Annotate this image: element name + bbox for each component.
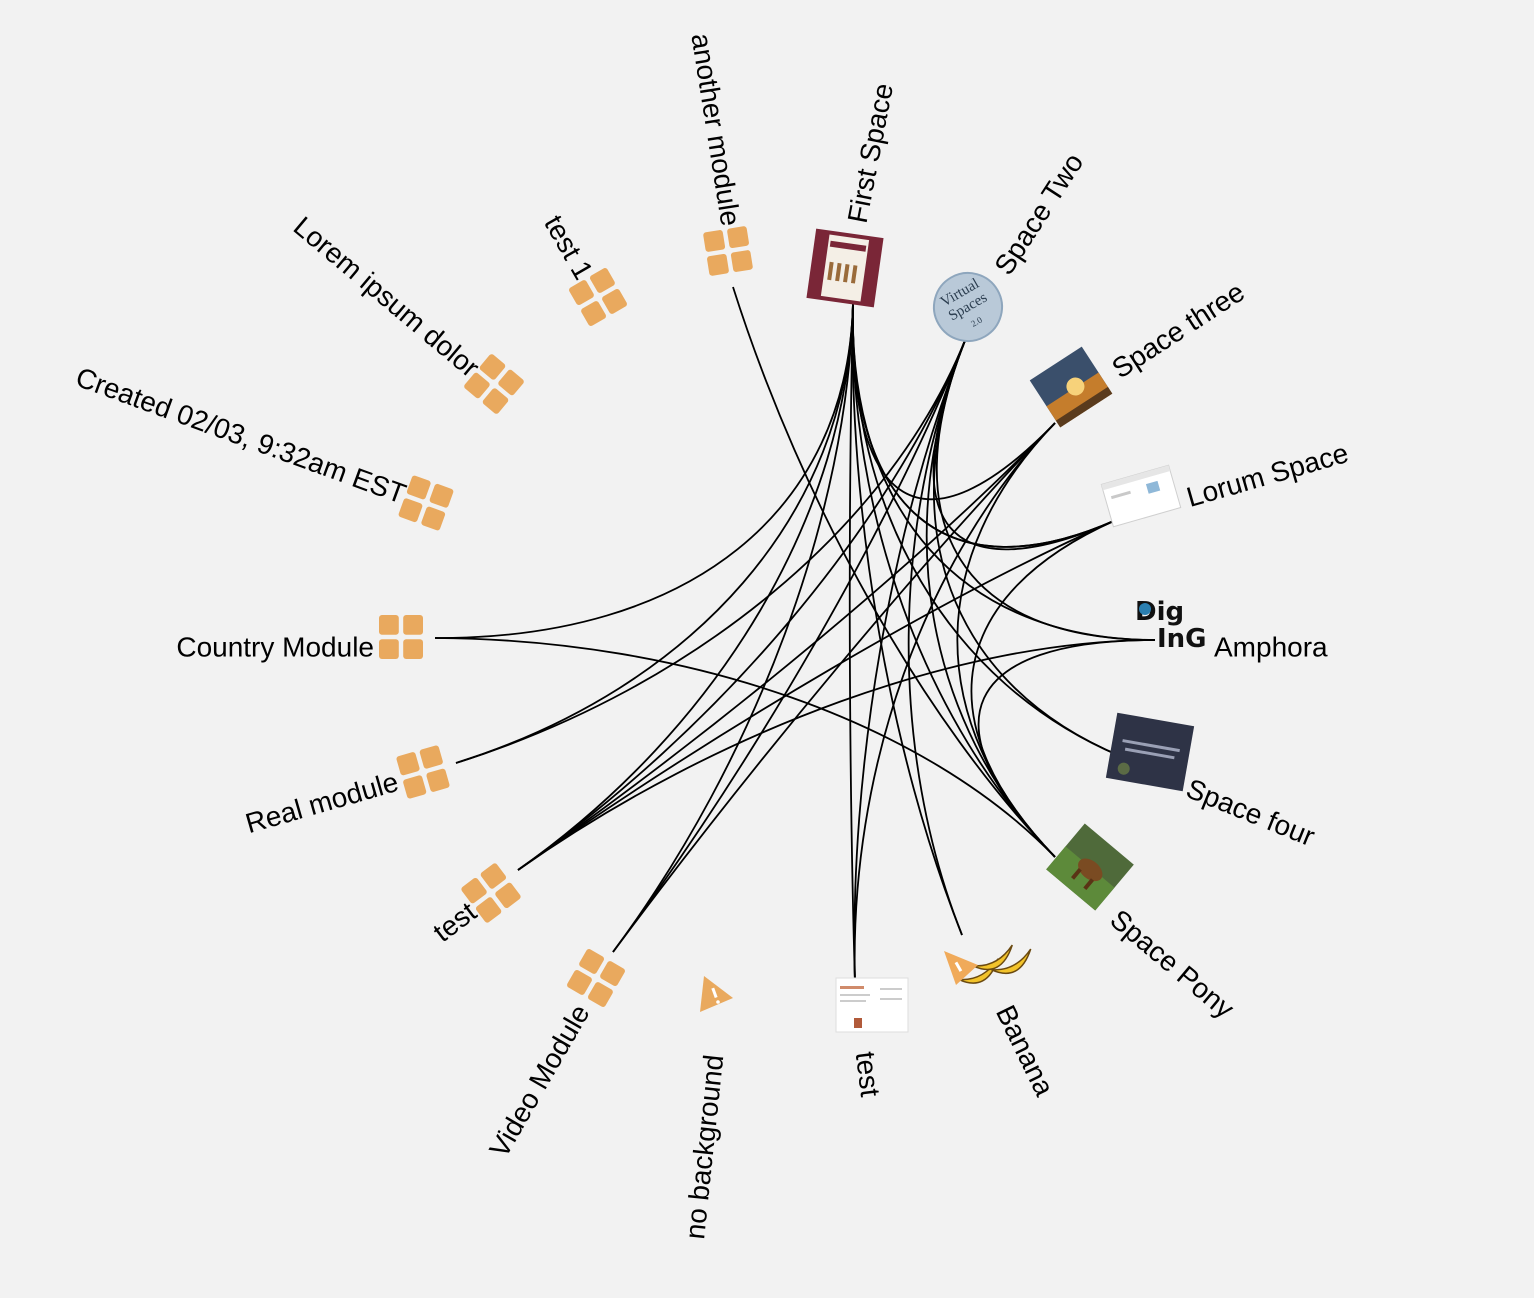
edge-layer	[434, 286, 1156, 984]
module-grid-cell	[464, 372, 490, 399]
node-label-country-module: Country Module	[176, 631, 374, 662]
module-grid-cell	[482, 388, 509, 414]
document-thumbnail	[835, 977, 909, 1033]
module-grid-cell	[475, 897, 502, 923]
node-test-space[interactable]: test	[835, 977, 909, 1099]
module-grid-cell	[398, 498, 423, 523]
edge-space-two-test-space	[853, 337, 967, 984]
node-label-amphora: Amphora	[1214, 631, 1328, 662]
module-grid-cell	[730, 250, 753, 272]
module-grid-cell	[396, 752, 420, 776]
module-grid-cell	[421, 506, 446, 531]
node-country-module[interactable]: Country Module	[176, 615, 423, 662]
module-grid-icon	[703, 226, 753, 276]
warning-icon	[700, 976, 733, 1012]
edge-first-space-real-module	[455, 302, 854, 764]
module-grid-cell	[567, 970, 592, 995]
edge-space-two-test-module	[517, 337, 967, 871]
edge-first-space-test-module	[517, 302, 854, 871]
module-grid-icon	[569, 268, 627, 326]
edge-first-space-space-pony	[851, 302, 1056, 858]
edge-another-module-space-pony	[732, 286, 1056, 858]
edge-country-module-space-pony	[434, 637, 1056, 858]
module-grid-icon	[461, 863, 521, 923]
web-page-thumbnail	[1100, 464, 1182, 528]
module-grid-icon	[567, 949, 625, 1007]
sunset-thumbnail	[1029, 346, 1113, 428]
edge-lorum-space-test-module	[517, 519, 1117, 871]
banana-icon	[944, 944, 1032, 985]
module-grid-cell	[406, 475, 431, 500]
dark-slide-thumbnail	[1105, 712, 1195, 792]
module-grid-icon	[464, 354, 524, 414]
module-grid-cell	[727, 226, 749, 249]
module-grid-cell	[379, 615, 399, 635]
module-grid-cell	[495, 882, 521, 909]
digging-logo-text: InG	[1157, 624, 1207, 654]
module-grid-cell	[602, 289, 627, 314]
module-grid-cell	[403, 615, 423, 635]
edge-space-three-first-space	[851, 302, 1056, 501]
edge-space-two-real-module	[455, 337, 967, 764]
module-grid-cell	[588, 982, 613, 1007]
edge-first-space-banana	[851, 302, 963, 936]
module-grid-icon	[396, 745, 450, 799]
module-grid-icon	[398, 475, 454, 531]
edge-first-space-test-space	[848, 302, 856, 984]
edge-amphora-test-module	[517, 639, 1156, 871]
module-grid-cell	[498, 369, 524, 396]
edge-space-two-banana	[907, 337, 967, 936]
module-grid-cell	[579, 949, 604, 974]
edge-space-three-test-space	[853, 422, 1056, 984]
module-grid-cell	[707, 253, 729, 276]
module-grid-cell	[590, 268, 615, 293]
edge-space-three-test-module	[517, 422, 1056, 871]
first-space-thumbnail	[806, 228, 884, 308]
module-grid-cell	[480, 863, 507, 889]
node-label-test-space: test	[850, 1050, 886, 1099]
module-grid-cell	[403, 775, 427, 799]
module-grid-cell	[379, 639, 399, 659]
module-grid-cell	[426, 768, 450, 792]
module-grid-cell	[569, 280, 594, 305]
module-grid-cell	[403, 639, 423, 659]
module-grid-cell	[429, 483, 454, 508]
pony-photo-thumbnail	[1046, 823, 1134, 911]
edge-first-space-video-module	[612, 302, 854, 953]
edge-amphora-space-two	[935, 337, 1156, 641]
module-grid-cell	[600, 961, 625, 986]
edge-space-three-video-module	[612, 422, 1056, 953]
module-grid-cell	[581, 301, 606, 326]
module-grid-cell	[479, 354, 506, 380]
edge-space-two-lorum-space	[932, 337, 1117, 551]
module-grid-cell	[419, 745, 443, 769]
module-grid-cell	[703, 230, 726, 252]
edge-amphora-space-pony	[977, 639, 1156, 858]
module-grid-icon	[379, 615, 423, 659]
module-grid-cell	[461, 877, 487, 904]
edge-first-space-country-module	[434, 302, 854, 639]
edge-lorum-space-first-space	[852, 302, 1117, 548]
